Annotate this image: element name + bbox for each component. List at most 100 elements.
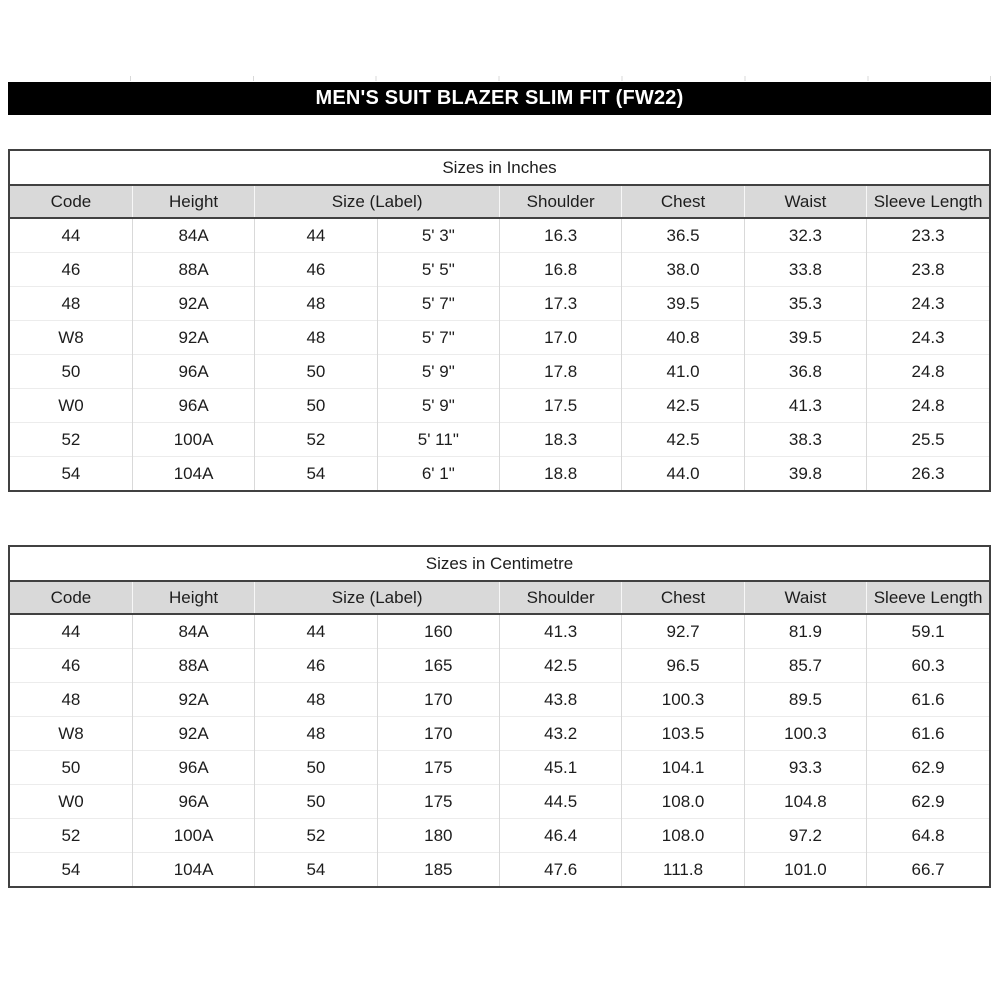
table-cell: 52 [10,422,133,457]
table-row: 54 104A 54 185 47.6 111.8 101.0 66.7 [10,852,989,886]
table-cell: 165 [376,648,500,683]
table-cell: 62.9 [866,750,989,785]
column-header: Height [131,185,255,219]
table-cell: 44.5 [498,784,622,819]
table-cell: 96A [131,750,255,785]
table-cell: W0 [10,784,133,819]
table-cell: 48 [254,716,378,751]
table-cell: 39.5 [621,286,745,321]
table-row: 48 92A 48 170 43.8 100.3 89.5 61.6 [10,682,989,717]
table-cell: 33.8 [743,252,867,287]
table-cell: 25.5 [866,422,989,457]
column-header: Code [10,185,133,219]
column-header: Shoulder [498,581,622,615]
table-cell: 89.5 [743,682,867,717]
table-cell: 50 [254,354,378,389]
table-cell: 32.3 [743,218,867,253]
table-cell: 92A [131,320,255,355]
table-cell: 16.8 [498,252,622,287]
column-header: Height [131,581,255,615]
column-header: Size (Label) [254,185,500,219]
column-header: Waist [743,185,867,219]
table-cell: 108.0 [621,784,745,819]
table-cell: 85.7 [743,648,867,683]
table-cell: 93.3 [743,750,867,785]
table-cell: 104A [131,852,255,886]
table-cell: 23.8 [866,252,989,287]
table-cell: 17.0 [498,320,622,355]
table-cell: 92A [131,716,255,751]
table-row: 44 84A 44 5' 3" 16.3 36.5 32.3 23.3 [10,218,989,253]
table-cell: 100A [131,422,255,457]
table-cell: 92A [131,286,255,321]
table-cell: 66.7 [866,852,989,886]
table-cell: 39.5 [743,320,867,355]
table-cell: 43.8 [498,682,622,717]
table-cell: 60.3 [866,648,989,683]
table-cell: 5' 9" [376,388,500,423]
table-row: 48 92A 48 5' 7" 17.3 39.5 35.3 24.3 [10,286,989,321]
product-title: MEN'S SUIT BLAZER SLIM FIT (FW22) [315,87,684,109]
table-cell: 96A [131,388,255,423]
table-cell: W8 [10,320,133,355]
table-row: 50 96A 50 175 45.1 104.1 93.3 62.9 [10,750,989,785]
table-cell: 44 [254,218,378,253]
table-row: 44 84A 44 160 41.3 92.7 81.9 59.1 [10,614,989,649]
table-cell: 41.0 [621,354,745,389]
table-cell: 46.4 [498,818,622,853]
table-cell: 92.7 [621,614,745,649]
table-cell: 48 [10,286,133,321]
table-cell: 48 [10,682,133,717]
table-cell: W8 [10,716,133,751]
table-cell: 41.3 [743,388,867,423]
table-cell: 108.0 [621,818,745,853]
table-row: W0 96A 50 175 44.5 108.0 104.8 62.9 [10,784,989,819]
table-cell: 175 [376,750,500,785]
table-cell: 17.3 [498,286,622,321]
table-row: W8 92A 48 170 43.2 103.5 100.3 61.6 [10,716,989,751]
table-cell: 24.8 [866,354,989,389]
column-header-row: Code Height Size (Label) Shoulder Chest Waist… [10,581,989,615]
table-cell: 6' 1" [376,456,500,490]
table-cell: 36.8 [743,354,867,389]
table-cell: 44.0 [621,456,745,490]
table-cell: 62.9 [866,784,989,819]
table-cell: 52 [254,818,378,853]
table-cell: 39.8 [743,456,867,490]
table-cell: 38.0 [621,252,745,287]
table-cell: 42.5 [621,422,745,457]
table-cell: 100A [131,818,255,853]
table-cell: 111.8 [621,852,745,886]
table-cell: 84A [131,218,255,253]
table-cell: 175 [376,784,500,819]
table-cell: 48 [254,682,378,717]
column-header: Waist [743,581,867,615]
table-row: 52 100A 52 5' 11" 18.3 42.5 38.3 25.5 [10,422,989,457]
size-table: Sizes in Inches Code Height Size (Label) Sho… [10,151,989,490]
table-cell: 17.5 [498,388,622,423]
table-cell: 81.9 [743,614,867,649]
table-cell: 52 [254,422,378,457]
table-row: W8 92A 48 5' 7" 17.0 40.8 39.5 24.3 [10,320,989,355]
table-cell: 16.3 [498,218,622,253]
column-header: Shoulder [498,185,622,219]
table-cell: 96.5 [621,648,745,683]
table-cell: 50 [254,784,378,819]
table-cell: 101.0 [743,852,867,886]
table-cell: 50 [254,388,378,423]
column-header: Size (Label) [254,581,500,615]
table-row: 54 104A 54 6' 1" 18.8 44.0 39.8 26.3 [10,456,989,490]
table-cell: 46 [10,252,133,287]
column-header: Chest [621,581,745,615]
table-cell: 185 [376,852,500,886]
table-cell: 5' 11" [376,422,500,457]
table-cell: 26.3 [866,456,989,490]
table-cell: 5' 9" [376,354,500,389]
table-cell: 44 [61,621,81,641]
table-cell: 50 [10,750,133,785]
table-cell: 24.3 [866,320,989,355]
table-title-row: Sizes in Inches [10,151,989,186]
table-row: 50 96A 50 5' 9" 17.8 41.0 36.8 24.8 [10,354,989,389]
table-cell: 5' 5" [376,252,500,287]
table-cell: 40.8 [621,320,745,355]
